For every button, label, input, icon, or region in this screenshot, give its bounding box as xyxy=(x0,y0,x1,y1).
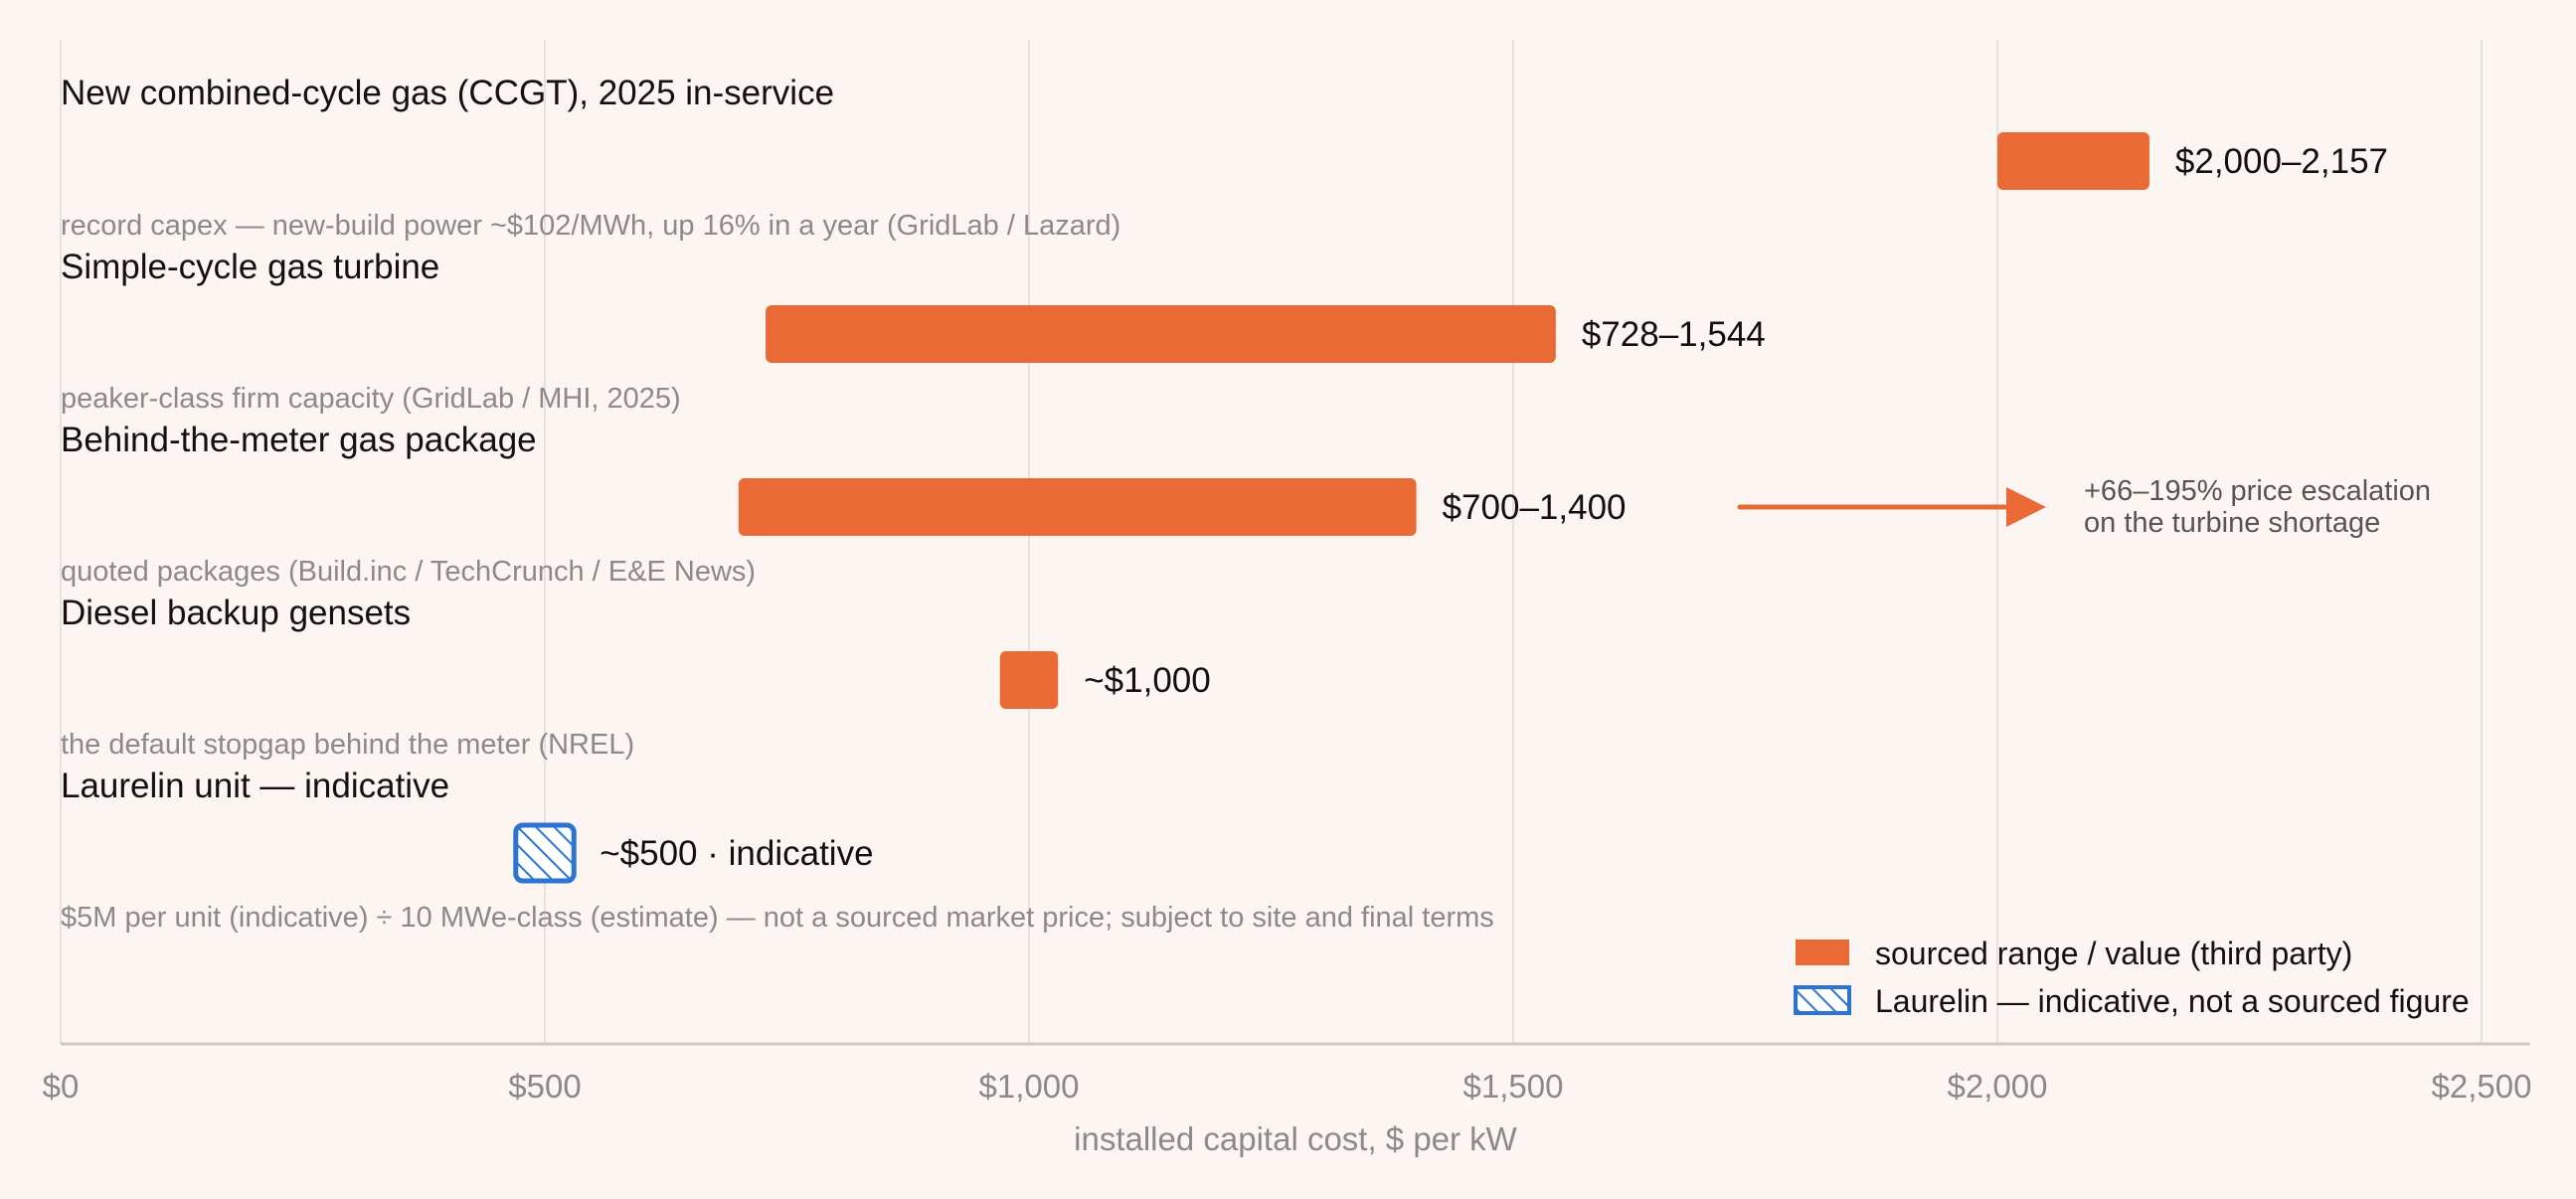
row-note: $5M per unit (indicative) ÷ 10 MWe-class… xyxy=(61,902,1494,934)
data-marks xyxy=(513,132,2149,884)
gridlines xyxy=(60,40,2483,1044)
legend-label: sourced range / value (third party) xyxy=(1875,936,2352,971)
x-tick-label: $1,500 xyxy=(1463,1068,1564,1105)
row-title: Behind-the-meter gas package xyxy=(61,421,537,459)
x-tick-label: $0 xyxy=(43,1068,80,1105)
data-label: ~$1,000 xyxy=(1084,661,1211,700)
data-label: ~$500 · indicative xyxy=(600,834,873,873)
x-tick-label: $2,000 xyxy=(1948,1068,2048,1105)
data-label: $2,000–2,157 xyxy=(2175,142,2388,181)
row-title: New combined-cycle gas (CCGT), 2025 in-s… xyxy=(61,74,834,112)
row-note: record capex — new-build power ~$102/MWh… xyxy=(61,210,1120,242)
range-bar xyxy=(766,305,1556,363)
legend-swatch-sourced xyxy=(1796,940,1849,965)
row-note: the default stopgap behind the meter (NR… xyxy=(61,729,634,761)
legend-label: Laurelin — indicative, not a sourced fig… xyxy=(1875,983,2470,1019)
legend-swatch-indicative xyxy=(1794,985,1851,1015)
range-bar xyxy=(999,651,1059,709)
data-label: $728–1,544 xyxy=(1582,315,1766,354)
legend: sourced range / value (third party) Laure… xyxy=(1794,936,2470,1019)
range-bar xyxy=(1997,132,2149,190)
x-tick-label: $1,000 xyxy=(979,1068,1080,1105)
row-note: quoted packages (Build.inc / TechCrunch … xyxy=(61,556,756,588)
range-bar xyxy=(738,478,1417,536)
row-title: Laurelin unit — indicative xyxy=(61,767,449,805)
indicative-bar xyxy=(513,822,577,884)
data-label: $700–1,400 xyxy=(1443,488,1627,527)
x-axis-title: installed capital cost, $ per kW xyxy=(1074,1120,1518,1157)
annotation-text-line1: +66–195% price escalation xyxy=(2084,475,2431,507)
row-labels: New combined-cycle gas (CCGT), 2025 in-s… xyxy=(61,74,2388,934)
x-tick-label: $500 xyxy=(508,1068,581,1105)
annotation-text-line2: on the turbine shortage xyxy=(2084,507,2380,539)
x-axis: $0 $500 $1,000 $1,500 $2,000 $2,500 installed … xyxy=(43,1042,2532,1157)
x-tick-label: $2,500 xyxy=(2432,1068,2532,1105)
row-title: Simple-cycle gas turbine xyxy=(61,248,439,286)
row-title: Diesel backup gensets xyxy=(61,594,411,632)
row-note: peaker-class firm capacity (GridLab / MH… xyxy=(61,383,681,415)
